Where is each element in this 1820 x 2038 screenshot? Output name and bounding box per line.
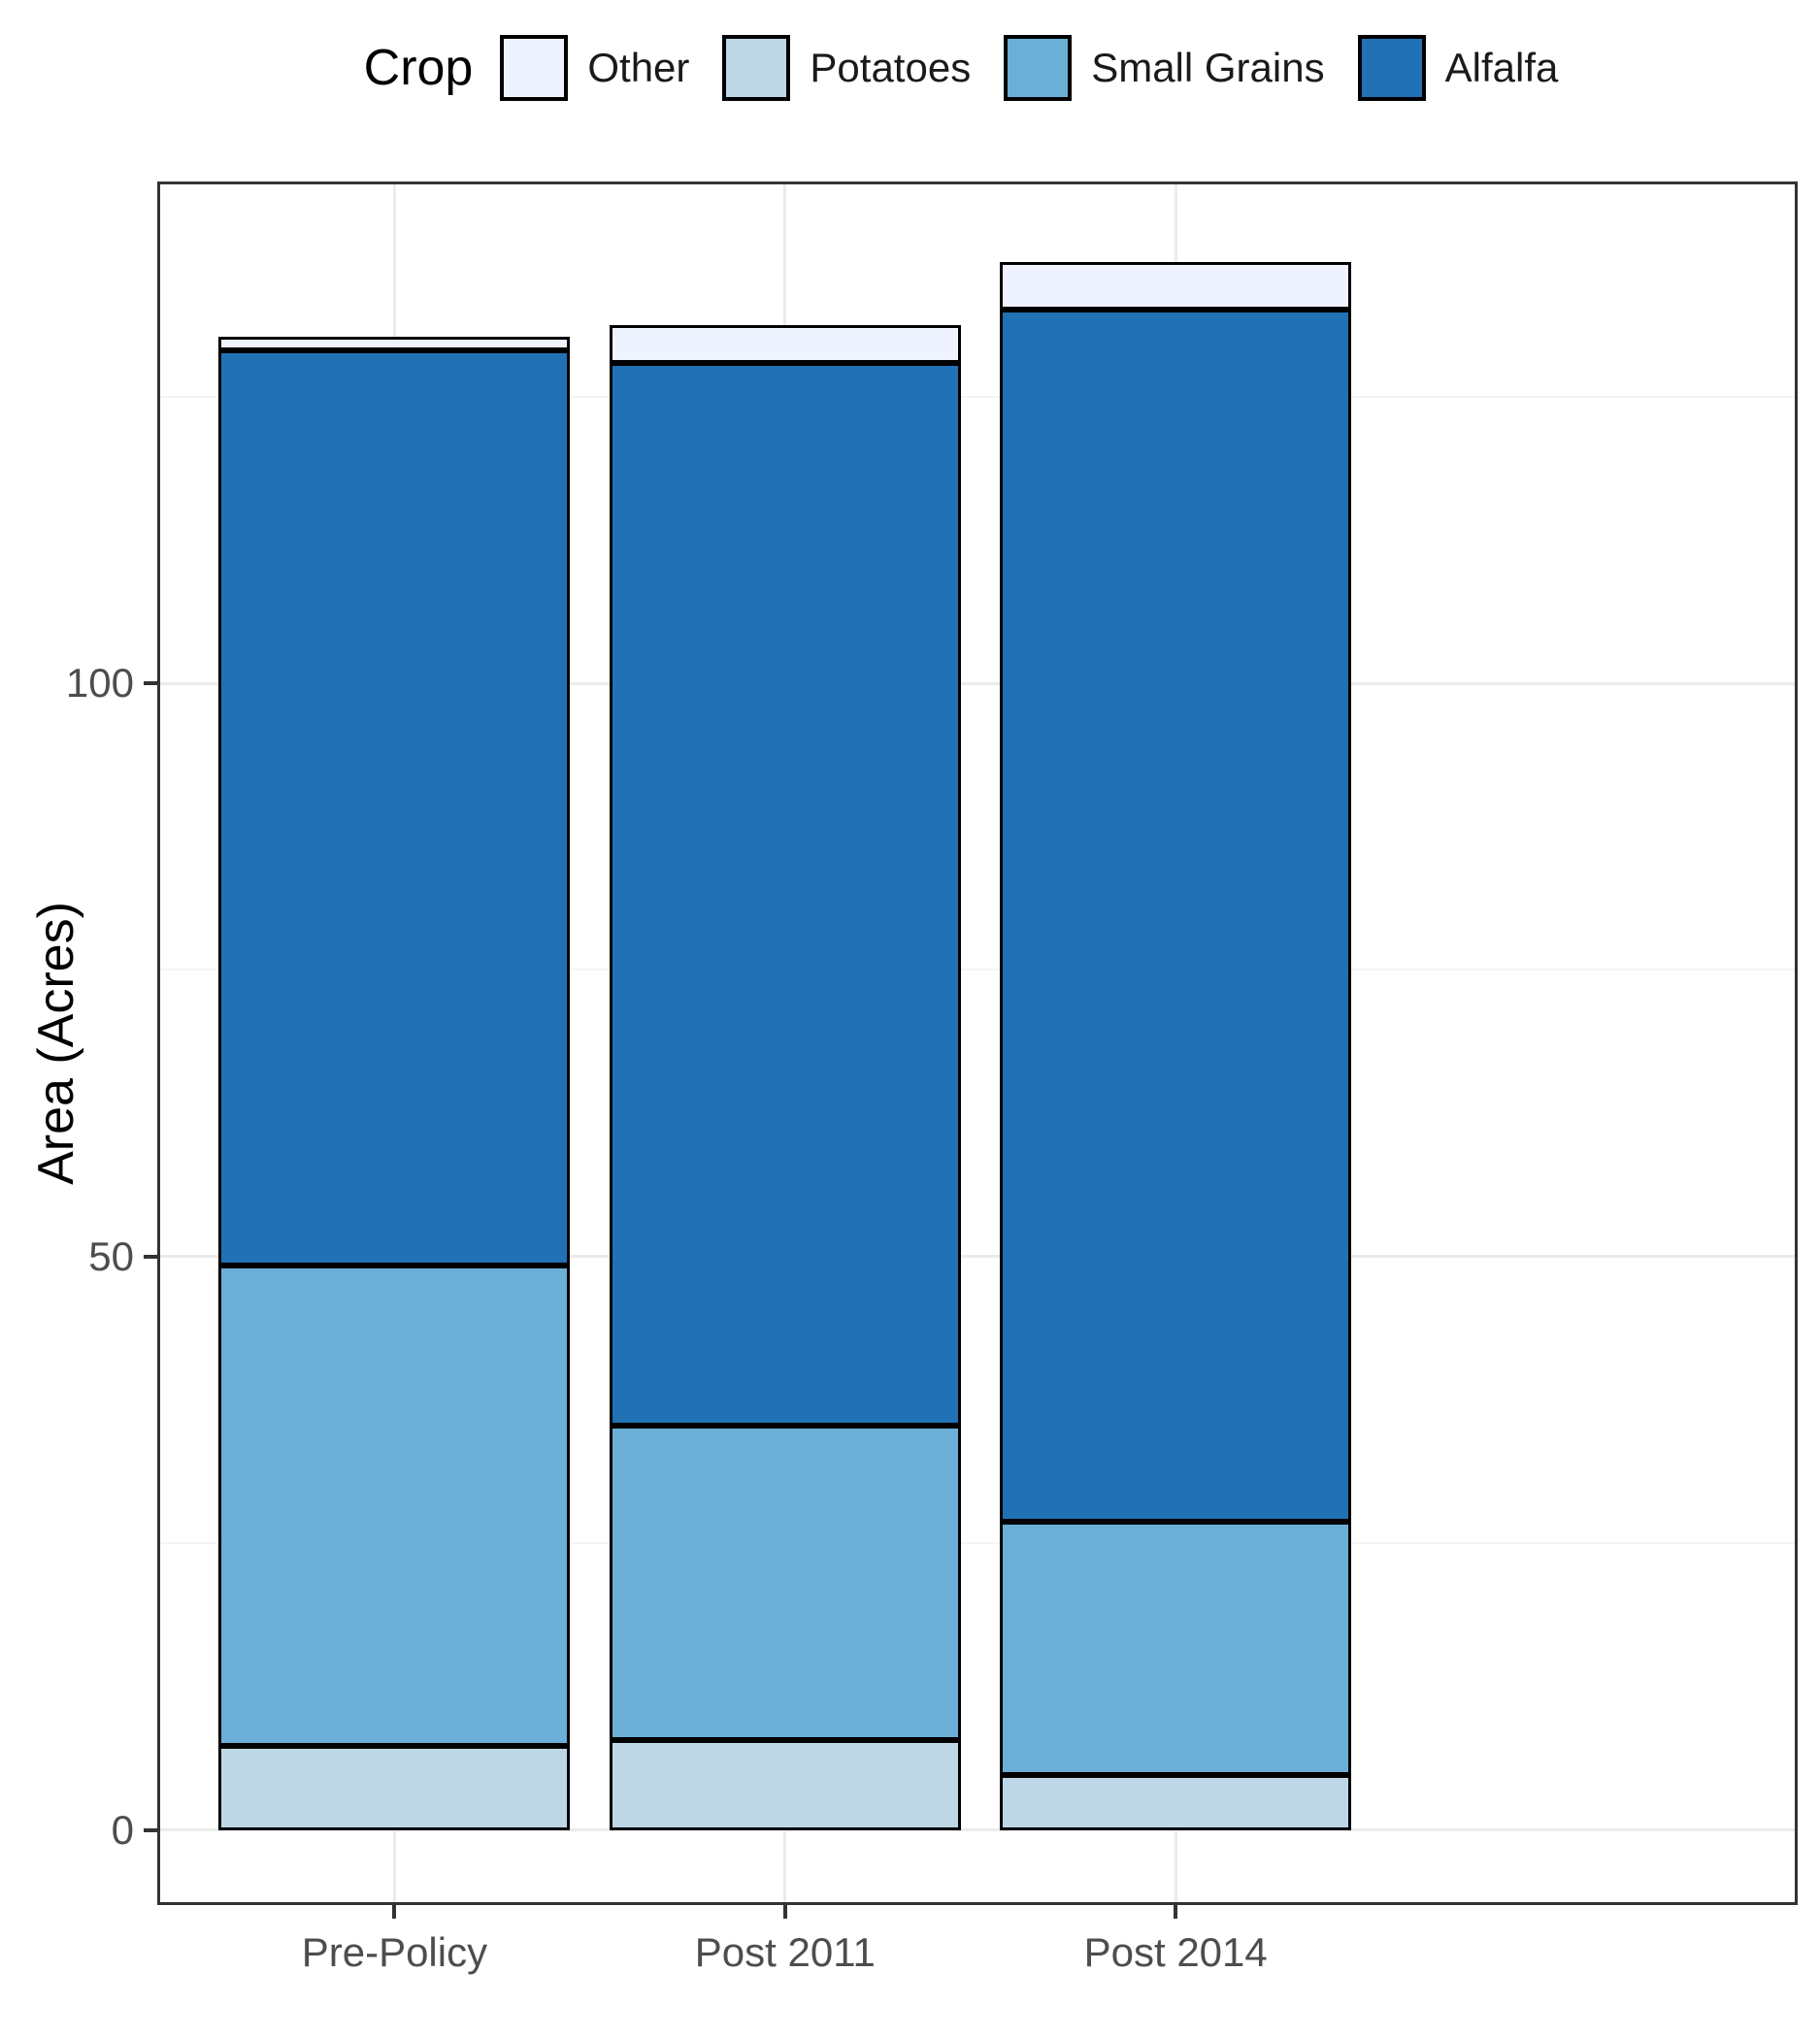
legend-item-label: Alfalfa: [1444, 45, 1559, 90]
gridline-minor: [160, 395, 1795, 398]
x-tick-mark: [1174, 1905, 1178, 1919]
bar-segment-alfalfa: [1000, 309, 1352, 1522]
legend-item-label: Small Grains: [1091, 45, 1325, 90]
y-tick-label: 100: [65, 660, 134, 706]
legend-title: Crop: [363, 40, 474, 96]
legend-item-small-grains: Small Grains: [1004, 35, 1325, 101]
bar-segment-small-grains: [609, 1425, 961, 1741]
legend-swatch-potatoes: [722, 35, 791, 101]
gridline-major: [160, 1255, 1795, 1259]
bar-segment-small-grains: [218, 1266, 571, 1747]
bar-segment-potatoes: [609, 1740, 961, 1830]
legend-swatch-alfalfa: [1357, 35, 1426, 101]
legend-item-potatoes: Potatoes: [722, 35, 971, 101]
bar-segment-potatoes: [218, 1746, 571, 1830]
legend: Crop Other Potatoes Small Grains Alfalfa: [157, 21, 1798, 115]
legend-item-label: Other: [587, 45, 690, 90]
legend-swatch-other: [500, 35, 569, 101]
gridline-major: [160, 681, 1795, 685]
gridline-minor: [160, 1542, 1795, 1545]
bar-segment-other: [218, 337, 571, 351]
gridline-major: [160, 1828, 1795, 1832]
gridline-minor: [160, 969, 1795, 971]
bar-segment-alfalfa: [218, 350, 571, 1266]
legend-item-alfalfa: Alfalfa: [1357, 35, 1559, 101]
plot-panel: [157, 181, 1798, 1905]
y-tick-label: 50: [88, 1233, 134, 1279]
x-tick-label: Pre-Policy: [301, 1929, 488, 1975]
x-tick-label: Post 2014: [1083, 1929, 1268, 1975]
bar-segment-other: [609, 325, 961, 364]
x-tick-mark: [392, 1905, 397, 1919]
legend-item-other: Other: [500, 35, 689, 101]
legend-item-label: Potatoes: [810, 45, 972, 90]
bar-segment-small-grains: [1000, 1521, 1352, 1775]
y-tick-mark: [144, 681, 157, 685]
bar-segment-alfalfa: [609, 363, 961, 1426]
bar-segment-potatoes: [1000, 1774, 1352, 1830]
x-tick-mark: [782, 1905, 787, 1919]
y-tick-mark: [144, 1254, 157, 1259]
bar-segment-other: [1000, 262, 1352, 310]
y-tick-label: 0: [111, 1806, 134, 1853]
x-tick-label: Post 2011: [694, 1929, 876, 1975]
legend-swatch-small-grains: [1004, 35, 1073, 101]
y-tick-mark: [144, 1827, 157, 1832]
y-axis-title: Area (Acres): [28, 902, 84, 1185]
